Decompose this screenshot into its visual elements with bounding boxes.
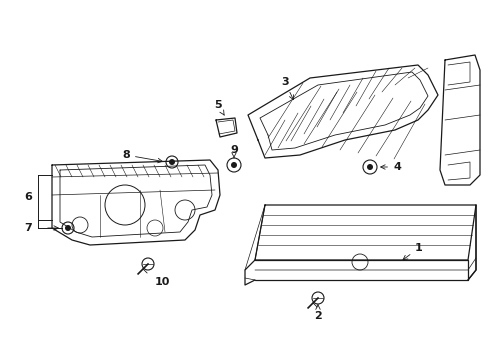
Circle shape (142, 258, 154, 270)
Text: 10: 10 (154, 277, 170, 287)
Text: 8: 8 (122, 150, 162, 163)
Text: 2: 2 (314, 305, 322, 321)
Circle shape (65, 225, 71, 231)
Circle shape (231, 162, 237, 168)
Circle shape (169, 159, 175, 165)
Text: 7: 7 (24, 223, 32, 233)
Text: 4: 4 (381, 162, 401, 172)
Circle shape (367, 164, 373, 170)
Text: 3: 3 (281, 77, 294, 100)
Circle shape (312, 292, 324, 304)
Text: 9: 9 (230, 145, 238, 158)
Text: 1: 1 (403, 243, 423, 260)
Text: 6: 6 (24, 192, 32, 202)
Text: 5: 5 (214, 100, 224, 115)
